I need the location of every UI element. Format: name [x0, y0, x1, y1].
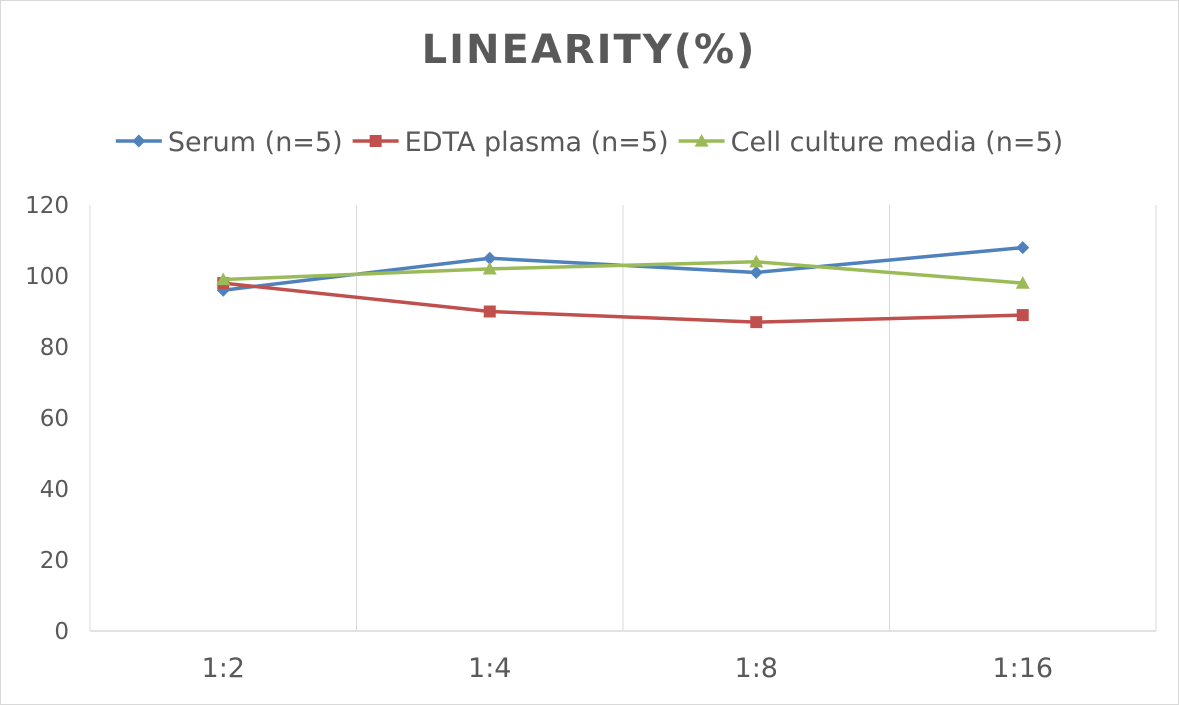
x-tick-label: 1:2	[202, 653, 245, 684]
x-tick-label: 1:4	[468, 653, 511, 684]
series-group	[216, 241, 1030, 329]
axes: 0 20 40 60 80 100 120 1:2 1:4 1:8 1:16	[25, 193, 1156, 684]
y-tick-label: 40	[40, 477, 69, 503]
series-line	[223, 260, 1023, 285]
chart-title: LINEARITY(%)	[422, 27, 757, 73]
data-point	[482, 261, 497, 275]
data-point	[749, 254, 764, 268]
series-line	[223, 281, 1023, 324]
legend: Serum (n=5) EDTA plasma (n=5) Cell culture…	[115, 127, 1064, 158]
series-3	[216, 254, 1030, 289]
data-point	[750, 316, 763, 329]
legend-label: Cell culture media (n=5)	[731, 127, 1064, 158]
y-tick-label: 20	[40, 548, 69, 574]
data-point	[216, 272, 231, 286]
legend-label: EDTA plasma (n=5)	[405, 127, 669, 158]
series-2	[217, 277, 1029, 329]
data-point	[749, 265, 763, 279]
y-tick-label: 0	[54, 619, 69, 645]
data-point	[483, 305, 496, 318]
legend-marker	[694, 134, 709, 147]
gridlines	[89, 205, 1157, 631]
x-tick-label: 1:16	[992, 653, 1053, 684]
legend-label: Serum (n=5)	[168, 127, 343, 158]
data-point	[1016, 309, 1029, 322]
x-tick-label: 1:8	[735, 653, 778, 684]
data-point	[1016, 241, 1030, 255]
y-tick-label: 60	[40, 406, 69, 432]
y-tick-label: 120	[25, 193, 69, 219]
y-tick-label: 100	[25, 264, 69, 290]
legend-item: Serum (n=5)	[115, 127, 343, 158]
legend-marker	[369, 135, 382, 147]
y-tick-label: 80	[40, 335, 69, 361]
legend-item: EDTA plasma (n=5)	[352, 127, 669, 158]
legend-item: Cell culture media (n=5)	[678, 127, 1064, 158]
data-point	[1015, 276, 1030, 289]
legend-marker	[132, 134, 146, 148]
data-point	[483, 251, 497, 265]
